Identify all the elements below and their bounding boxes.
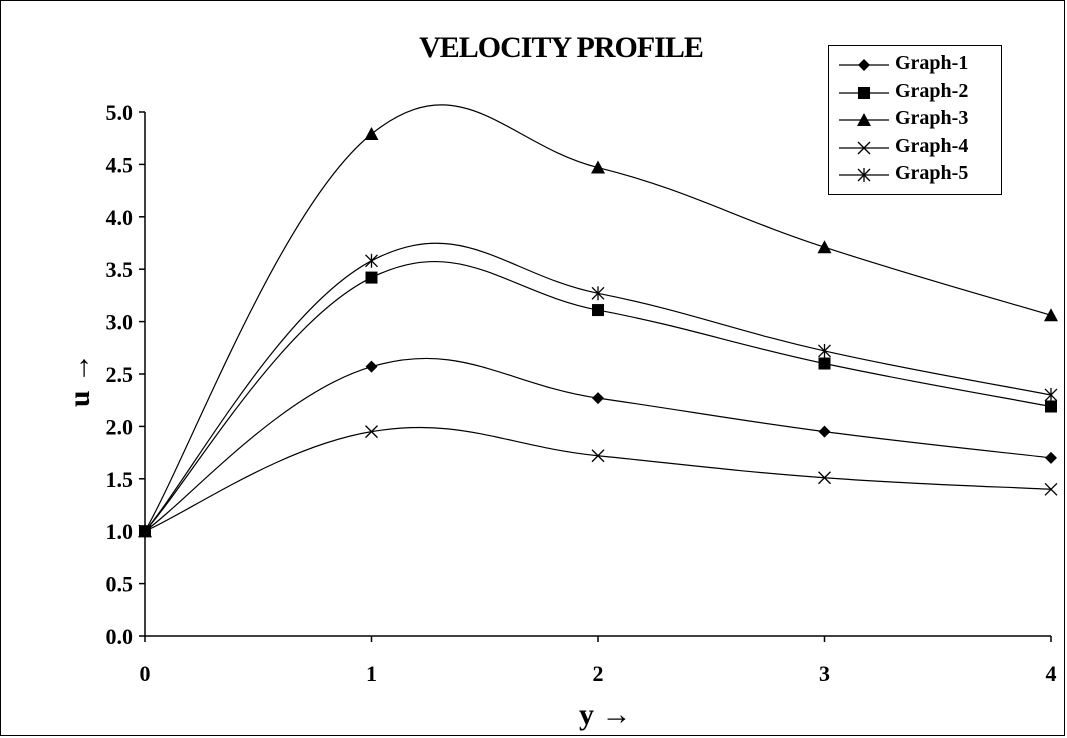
series-5-point [591,286,605,301]
y-tick-label: 3.5 [106,257,134,282]
series-4-point [818,471,831,485]
legend: Graph-1 Graph-2 Graph-3 Graph-4 Graph-5 [828,45,1002,195]
legend-swatch [839,168,889,182]
series-5-point [138,524,152,539]
y-tick-label: 1.5 [106,467,134,492]
y-tick-label: 5.0 [106,100,134,125]
series-line-5 [144,242,1052,532]
legend-item: Graph-3 [837,107,1001,133]
legend-swatch [839,86,889,99]
series-2-point [818,357,831,370]
legend-swatch [839,59,889,71]
y-tick-label: 4.5 [106,152,134,177]
chart-title: VELOCITY PROFILE [419,31,704,64]
series-2-point [592,304,604,317]
x-tick-label: 1 [366,661,377,686]
series-5-point [1044,387,1058,402]
x-tick-label: 2 [593,661,604,686]
legend-label: Graph-1 [895,52,969,74]
legend-item: Graph-1 [837,52,1001,78]
legend-marker [858,86,870,99]
y-axis-label: u → [63,352,97,408]
y-tick-label: 2.0 [106,414,134,439]
legend-marker [857,141,871,154]
series-4-point [1044,482,1058,496]
series-2-point [1045,400,1057,413]
legend-marker [858,59,870,71]
series-3-point [817,240,832,254]
series-3-point [364,127,379,141]
legend-label: Graph-4 [895,134,969,157]
series-4-point [591,449,605,463]
x-tick-label: 4 [1046,661,1057,686]
x-tick-label: 3 [819,661,830,686]
y-tick-label: 4.0 [106,205,134,230]
legend-item: Graph-5 [837,162,1001,188]
legend-marker [857,168,871,182]
series-3-point [1044,308,1058,322]
legend-swatch [839,113,889,126]
series-line-1 [144,357,1052,532]
series-5-point [365,253,378,268]
series-1-point [1045,451,1057,464]
x-axis-label: y → [579,698,632,731]
legend-label: Graph-5 [895,162,969,184]
series-1-point [818,425,831,438]
legend-swatch [839,141,889,154]
series-line-2 [144,261,1052,532]
y-tick-label: 1.0 [106,519,134,544]
series-1-point [365,360,378,373]
series-2-point [365,271,378,284]
legend-item: Graph-4 [837,135,1001,161]
legend-marker [857,113,871,126]
y-tick-label: 3.0 [106,310,134,335]
series-4-point [365,425,378,439]
series-1-point [592,392,604,405]
series-line-3 [144,104,1052,532]
series-3-point [591,160,605,174]
y-tick-label: 2.5 [106,362,134,387]
series-5-point [818,343,831,358]
legend-label: Graph-3 [895,107,969,129]
legend-label: Graph-2 [895,79,969,102]
x-tick-label: 0 [140,661,151,686]
y-tick-label: 0.5 [106,572,134,597]
legend-item: Graph-2 [837,80,1001,106]
y-tick-label: 0.0 [106,624,134,649]
